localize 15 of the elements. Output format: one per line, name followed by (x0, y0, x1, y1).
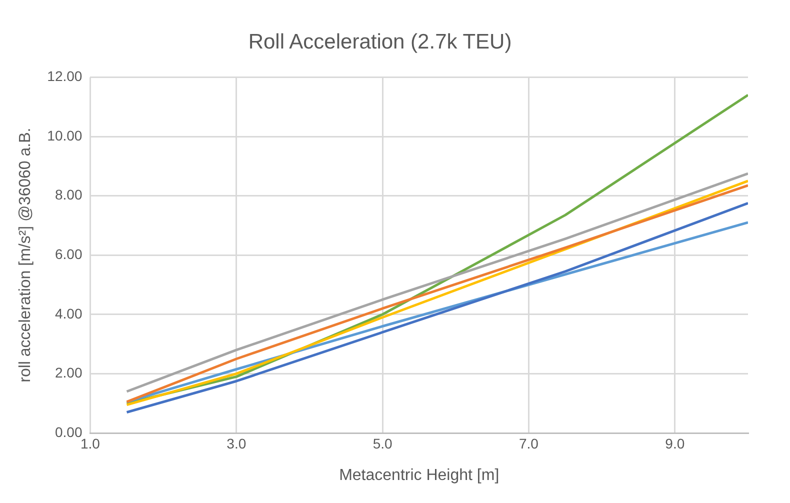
y-tick-label: 12.00 (47, 68, 82, 84)
y-tick-label: 4.00 (54, 305, 82, 322)
x-tick-label: 1.0 (80, 435, 100, 452)
x-axis-title: Metacentric Height [m] (339, 466, 500, 484)
y-tick-label: 6.00 (54, 246, 82, 262)
x-tick-label: 5.0 (372, 435, 393, 452)
y-tick-label: 10.00 (47, 127, 82, 144)
x-tick-label: 9.0 (665, 435, 685, 452)
y-tick-label: 0.00 (54, 424, 82, 440)
y-tick-label: 8.00 (54, 186, 82, 203)
chart-title: Roll Acceleration (2.7k TEU) (248, 30, 512, 54)
x-tick-label: 3.0 (226, 435, 246, 452)
y-axis-title: roll acceleration [m/s²] @36060 a.B. (17, 128, 34, 382)
x-tick-label: 7.0 (519, 435, 539, 452)
y-tick-label: 2.00 (54, 364, 82, 381)
